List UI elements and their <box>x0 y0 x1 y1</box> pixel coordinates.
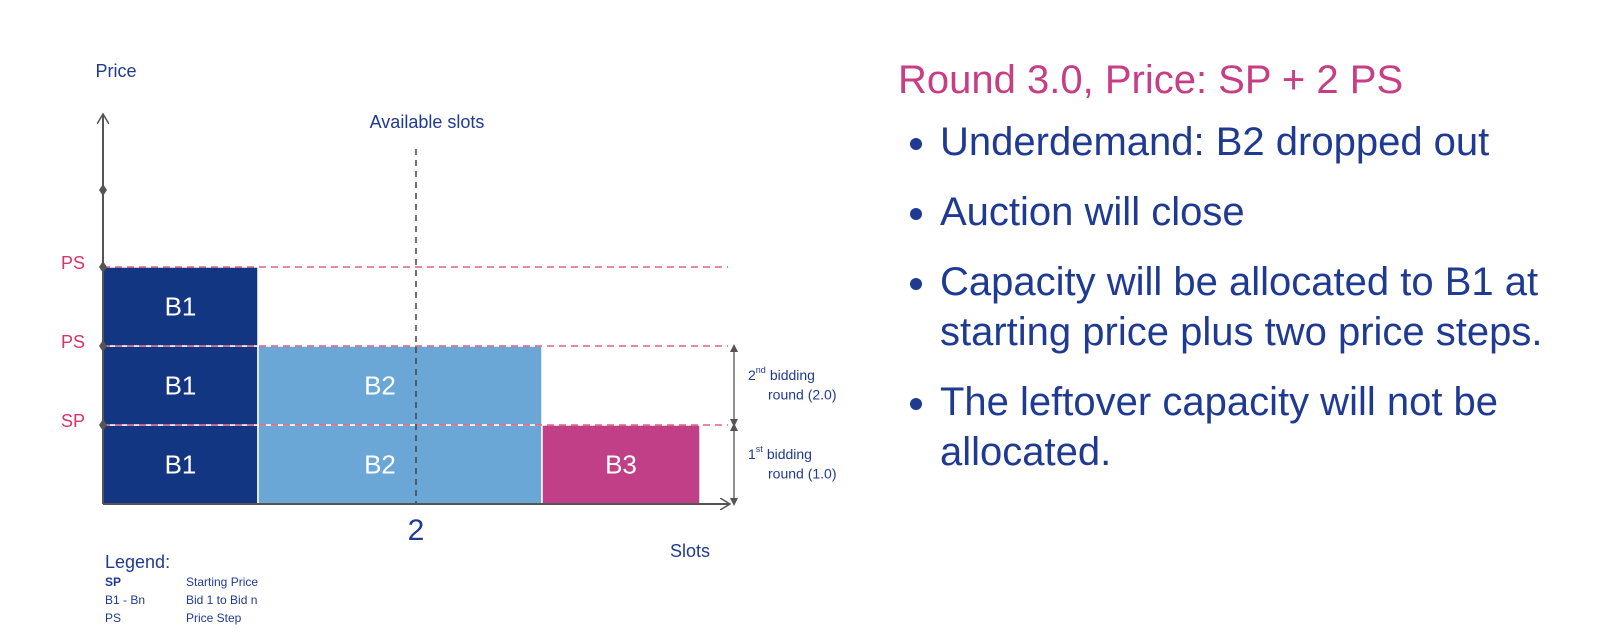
round-suffix: nd <box>756 365 766 375</box>
slot-tick: 2 <box>408 514 425 547</box>
round-suffix: st <box>756 444 764 454</box>
diagram: B1 B2 B3 B1 B2 B1 SP PS PS Price Available slots… <box>61 61 836 625</box>
available-slots-label: Available slots <box>370 112 485 132</box>
bid-label: B3 <box>605 449 637 479</box>
bid-label: B2 <box>364 449 396 479</box>
price-level-label: PS <box>61 253 85 273</box>
axis-marker <box>99 184 107 196</box>
legend-title: Legend: <box>105 552 170 572</box>
legend-abbr: B1 - Bn <box>105 593 145 607</box>
round-text: bidding <box>770 367 815 383</box>
bid-block <box>257 424 543 505</box>
bid-block <box>257 345 543 426</box>
legend-meaning: Price Step <box>186 611 242 625</box>
round-label: 1st bidding <box>748 444 812 461</box>
bid-block <box>541 424 701 505</box>
panel-title: Round 3.0, Price: SP + 2 PS <box>898 58 1404 102</box>
y-axis-label: Price <box>95 61 136 81</box>
bid-label: B2 <box>364 370 396 400</box>
x-axis-label: Slots <box>670 541 710 561</box>
bid-label: B1 <box>165 370 197 400</box>
price-level-label: SP <box>61 411 85 431</box>
legend-abbr: PS <box>105 611 121 625</box>
price-level-label: PS <box>61 332 85 352</box>
bullet: Capacity will be allocated to B1 at star… <box>940 257 1590 357</box>
legend-meaning: Starting Price <box>186 575 258 589</box>
bullet: Underdemand: B2 dropped out <box>940 117 1590 167</box>
round-ordinal: 2 <box>748 367 756 383</box>
round-ordinal: 1 <box>748 446 756 462</box>
legend-meaning: Bid 1 to Bid n <box>186 593 257 607</box>
bullet: Auction will close <box>940 187 1590 237</box>
text-panel: Round 3.0, Price: SP + 2 PS Underdemand:… <box>898 58 1598 497</box>
bid-block <box>102 424 259 505</box>
round-detail: round (2.0) <box>768 387 836 403</box>
bid-block <box>102 266 259 347</box>
bullet: The leftover capacity will not be alloca… <box>940 377 1590 477</box>
round-detail: round (1.0) <box>768 466 836 482</box>
round-text: bidding <box>767 446 812 462</box>
bid-label: B1 <box>165 291 197 321</box>
bullet-list: Underdemand: B2 dropped out Auction will … <box>898 117 1590 477</box>
legend-abbr: SP <box>105 575 121 589</box>
round-label: 2nd bidding <box>748 365 815 382</box>
bid-label: B1 <box>165 449 197 479</box>
